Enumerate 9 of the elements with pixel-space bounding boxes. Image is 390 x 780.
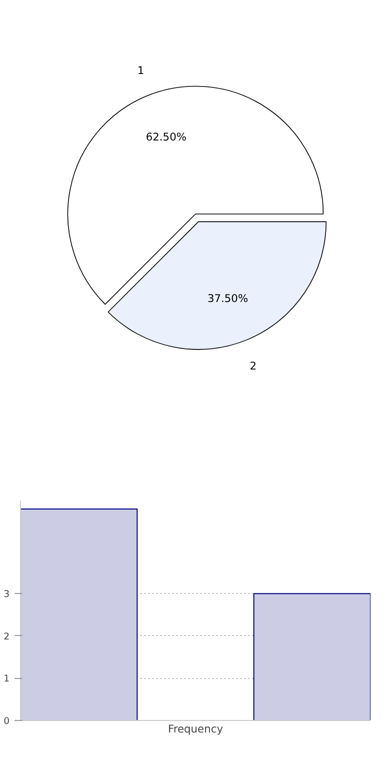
y-tick-label: 3	[4, 589, 10, 600]
y-tick-label: 0	[4, 716, 10, 727]
data-label: 62.50%	[146, 130, 186, 144]
y-tick-label: 1	[4, 674, 10, 685]
slice-label: 2	[250, 359, 257, 372]
x-axis-title: Frequency	[168, 722, 224, 736]
data-label: 37.50%	[207, 292, 248, 306]
slice-label: 1	[137, 64, 144, 78]
y-tick-label: 2	[4, 631, 10, 642]
